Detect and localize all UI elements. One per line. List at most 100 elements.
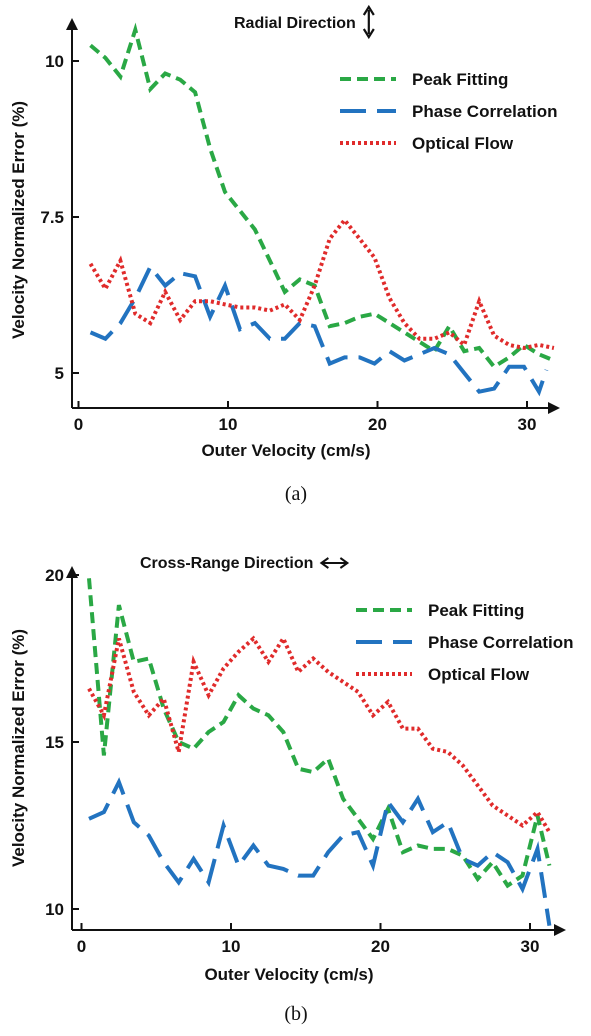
data-point-phase-correlation	[134, 297, 137, 300]
figure-caption: (a)	[285, 483, 307, 505]
data-point-optical-flow	[493, 334, 496, 337]
data-point-optical-flow	[134, 312, 137, 315]
x-tick-label: 30	[518, 415, 537, 434]
data-point-optical-flow	[552, 347, 555, 350]
data-point-peak-fitting	[478, 347, 481, 350]
data-point-optical-flow	[343, 219, 346, 222]
data-point-optical-flow	[403, 322, 406, 325]
data-point-peak-fitting	[491, 861, 494, 864]
data-point-peak-fitting	[164, 72, 167, 75]
data-point-phase-correlation	[401, 821, 404, 824]
data-point-phase-correlation	[545, 368, 548, 371]
data-point-phase-correlation	[431, 831, 434, 834]
data-point-phase-correlation	[149, 265, 152, 268]
data-point-peak-fitting	[297, 767, 300, 770]
data-point-peak-fitting	[312, 771, 315, 774]
data-point-phase-correlation	[282, 867, 285, 870]
data-point-peak-fitting	[493, 365, 496, 368]
data-point-peak-fitting	[149, 88, 152, 91]
data-point-phase-correlation	[132, 821, 135, 824]
data-point-phase-correlation	[313, 325, 316, 328]
data-point-phase-correlation	[448, 353, 451, 356]
data-point-peak-fitting	[431, 847, 434, 850]
data-point-optical-flow	[327, 670, 330, 673]
data-point-optical-flow	[463, 343, 466, 346]
data-point-optical-flow	[149, 322, 152, 325]
data-point-optical-flow	[252, 637, 255, 640]
data-point-phase-correlation	[312, 874, 315, 877]
data-point-phase-correlation	[238, 328, 241, 331]
data-point-phase-correlation	[403, 359, 406, 362]
x-tick-label: 10	[222, 937, 241, 956]
data-point-phase-correlation	[209, 315, 212, 318]
data-point-optical-flow	[222, 667, 225, 670]
data-point-peak-fitting	[253, 228, 256, 231]
chart-title: Radial Direction	[234, 15, 356, 32]
data-point-phase-correlation	[222, 824, 225, 827]
data-point-optical-flow	[431, 747, 434, 750]
series-line-peak-fitting	[87, 578, 552, 889]
data-point-optical-flow	[372, 714, 375, 717]
data-point-phase-correlation	[521, 887, 524, 890]
x-tick-label: 0	[74, 415, 83, 434]
data-point-phase-correlation	[177, 881, 180, 884]
data-point-phase-correlation	[207, 881, 210, 884]
data-point-optical-flow	[433, 337, 436, 340]
data-point-phase-correlation	[328, 362, 331, 365]
data-point-optical-flow	[478, 300, 481, 303]
data-point-peak-fitting	[372, 837, 375, 840]
data-point-optical-flow	[388, 297, 391, 300]
data-point-peak-fitting	[87, 577, 90, 580]
data-point-phase-correlation	[224, 284, 227, 287]
data-point-phase-correlation	[463, 372, 466, 375]
data-point-optical-flow	[357, 690, 360, 693]
data-point-optical-flow	[521, 824, 524, 827]
data-point-peak-fitting	[552, 359, 555, 362]
data-point-phase-correlation	[192, 857, 195, 860]
data-point-peak-fitting	[282, 730, 285, 733]
data-point-optical-flow	[373, 256, 376, 259]
data-point-peak-fitting	[342, 797, 345, 800]
data-point-optical-flow	[177, 751, 180, 754]
data-point-phase-correlation	[388, 350, 391, 353]
data-point-phase-correlation	[194, 275, 197, 278]
data-point-phase-correlation	[506, 861, 509, 864]
legend-label-phase-correlation: Phase Correlation	[412, 102, 558, 121]
data-point-phase-correlation	[418, 353, 421, 356]
data-point-phase-correlation	[343, 356, 346, 359]
y-axis-arrowhead	[66, 566, 78, 578]
data-point-optical-flow	[536, 811, 539, 814]
data-point-optical-flow	[237, 650, 240, 653]
y-tick-label: 15	[45, 733, 64, 752]
x-axis-label: Outer Velocity (cm/s)	[201, 441, 370, 460]
data-point-phase-correlation	[342, 834, 345, 837]
data-point-optical-flow	[283, 303, 286, 306]
data-point-peak-fitting	[104, 56, 107, 59]
data-point-phase-correlation	[536, 847, 539, 850]
series-line-phase-correlation	[88, 777, 552, 927]
data-point-peak-fitting	[267, 714, 270, 717]
data-point-peak-fitting	[283, 290, 286, 293]
data-point-optical-flow	[164, 290, 167, 293]
data-point-optical-flow	[192, 660, 195, 663]
legend-label-phase-correlation: Phase Correlation	[428, 633, 574, 652]
x-axis-arrowhead	[548, 402, 560, 414]
data-point-optical-flow	[548, 831, 551, 834]
data-point-optical-flow	[476, 784, 479, 787]
data-point-peak-fitting	[192, 747, 195, 750]
data-point-optical-flow	[461, 764, 464, 767]
data-point-optical-flow	[386, 700, 389, 703]
y-tick-label: 10	[45, 52, 64, 71]
data-point-peak-fitting	[252, 707, 255, 710]
data-point-optical-flow	[312, 657, 315, 660]
data-point-phase-correlation	[87, 817, 90, 820]
data-point-optical-flow	[104, 287, 107, 290]
figure-caption: (b)	[284, 1003, 307, 1025]
data-point-phase-correlation	[508, 365, 511, 368]
x-axis-arrowhead	[554, 924, 566, 936]
data-point-peak-fitting	[418, 340, 421, 343]
data-point-optical-flow	[491, 804, 494, 807]
data-point-peak-fitting	[446, 847, 449, 850]
data-point-phase-correlation	[117, 781, 120, 784]
data-point-peak-fitting	[132, 660, 135, 663]
